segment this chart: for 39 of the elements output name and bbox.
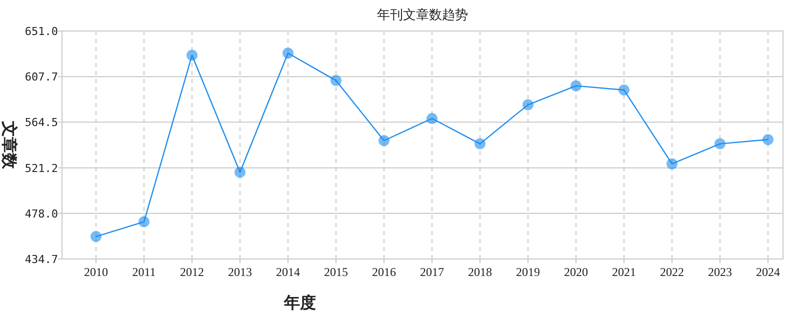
point xyxy=(426,112,438,124)
x-tick-label: 2015 xyxy=(324,265,348,279)
y-axis-title: 文章数 xyxy=(0,120,18,170)
x-tick-label: 2024 xyxy=(756,265,780,279)
point xyxy=(330,75,342,86)
point xyxy=(762,134,774,146)
y-tick-label: 521.2 xyxy=(24,162,58,175)
x-tick-label: 2018 xyxy=(468,265,492,279)
point xyxy=(90,231,102,242)
point xyxy=(666,158,678,170)
x-tick-label: 2019 xyxy=(516,265,540,279)
point xyxy=(138,216,150,228)
x-tick-label: 2017 xyxy=(420,265,444,279)
point xyxy=(522,99,534,110)
y-tick-label: 434.7 xyxy=(24,253,58,266)
point xyxy=(714,138,726,150)
x-tick-label: 2010 xyxy=(84,265,108,279)
x-tick-label: 2022 xyxy=(660,265,684,279)
point xyxy=(570,80,582,92)
point xyxy=(618,84,630,96)
y-tick-label: 478.0 xyxy=(24,207,58,220)
point xyxy=(474,138,486,150)
y-tick-label: 607.7 xyxy=(24,70,58,84)
x-tick-label: 2012 xyxy=(180,265,204,279)
x-tick-label: 2016 xyxy=(372,265,396,279)
y-tick-label: 651.0 xyxy=(24,25,58,38)
point xyxy=(378,135,390,146)
chart-title: 年刊文章数趋势 xyxy=(377,7,468,22)
x-tick-label: 2023 xyxy=(708,265,732,279)
point xyxy=(234,166,246,178)
point xyxy=(282,48,294,59)
y-tick-label: 564.5 xyxy=(24,116,58,130)
x-tick-label: 2013 xyxy=(228,265,252,279)
x-tick-label: 2020 xyxy=(564,265,588,279)
x-tick-label: 2014 xyxy=(276,265,300,279)
point xyxy=(186,50,198,61)
x-axis-title: 年度 xyxy=(283,293,316,312)
x-tick-label: 2021 xyxy=(612,265,636,279)
x-tick-label: 2011 xyxy=(132,265,156,279)
